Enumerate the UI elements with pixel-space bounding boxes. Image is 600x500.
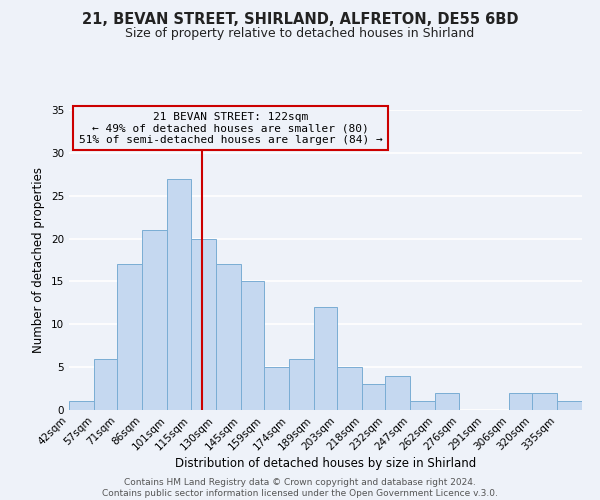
Bar (69, 402, 94, 410)
Bar (362, 384, 385, 410)
Bar (142, 230, 167, 410)
Text: 21, BEVAN STREET, SHIRLAND, ALFRETON, DE55 6BD: 21, BEVAN STREET, SHIRLAND, ALFRETON, DE… (82, 12, 518, 28)
Bar (289, 358, 314, 410)
Bar (557, 402, 582, 410)
Bar (191, 238, 215, 410)
Bar (94, 358, 118, 410)
Text: 21 BEVAN STREET: 122sqm
← 49% of detached houses are smaller (80)
51% of semi-de: 21 BEVAN STREET: 122sqm ← 49% of detache… (79, 112, 382, 144)
Y-axis label: Number of detached properties: Number of detached properties (32, 167, 46, 353)
Bar (410, 402, 436, 410)
Text: Contains HM Land Registry data © Crown copyright and database right 2024.
Contai: Contains HM Land Registry data © Crown c… (102, 478, 498, 498)
Bar (337, 367, 362, 410)
Bar (509, 393, 532, 410)
Bar (215, 264, 241, 410)
Bar (385, 376, 410, 410)
Bar (264, 367, 289, 410)
X-axis label: Distribution of detached houses by size in Shirland: Distribution of detached houses by size … (175, 458, 476, 470)
Bar (314, 307, 337, 410)
Bar (436, 393, 459, 410)
Bar (532, 393, 557, 410)
Text: Size of property relative to detached houses in Shirland: Size of property relative to detached ho… (125, 28, 475, 40)
Bar (118, 264, 142, 410)
Bar (241, 282, 264, 410)
Bar (167, 178, 191, 410)
